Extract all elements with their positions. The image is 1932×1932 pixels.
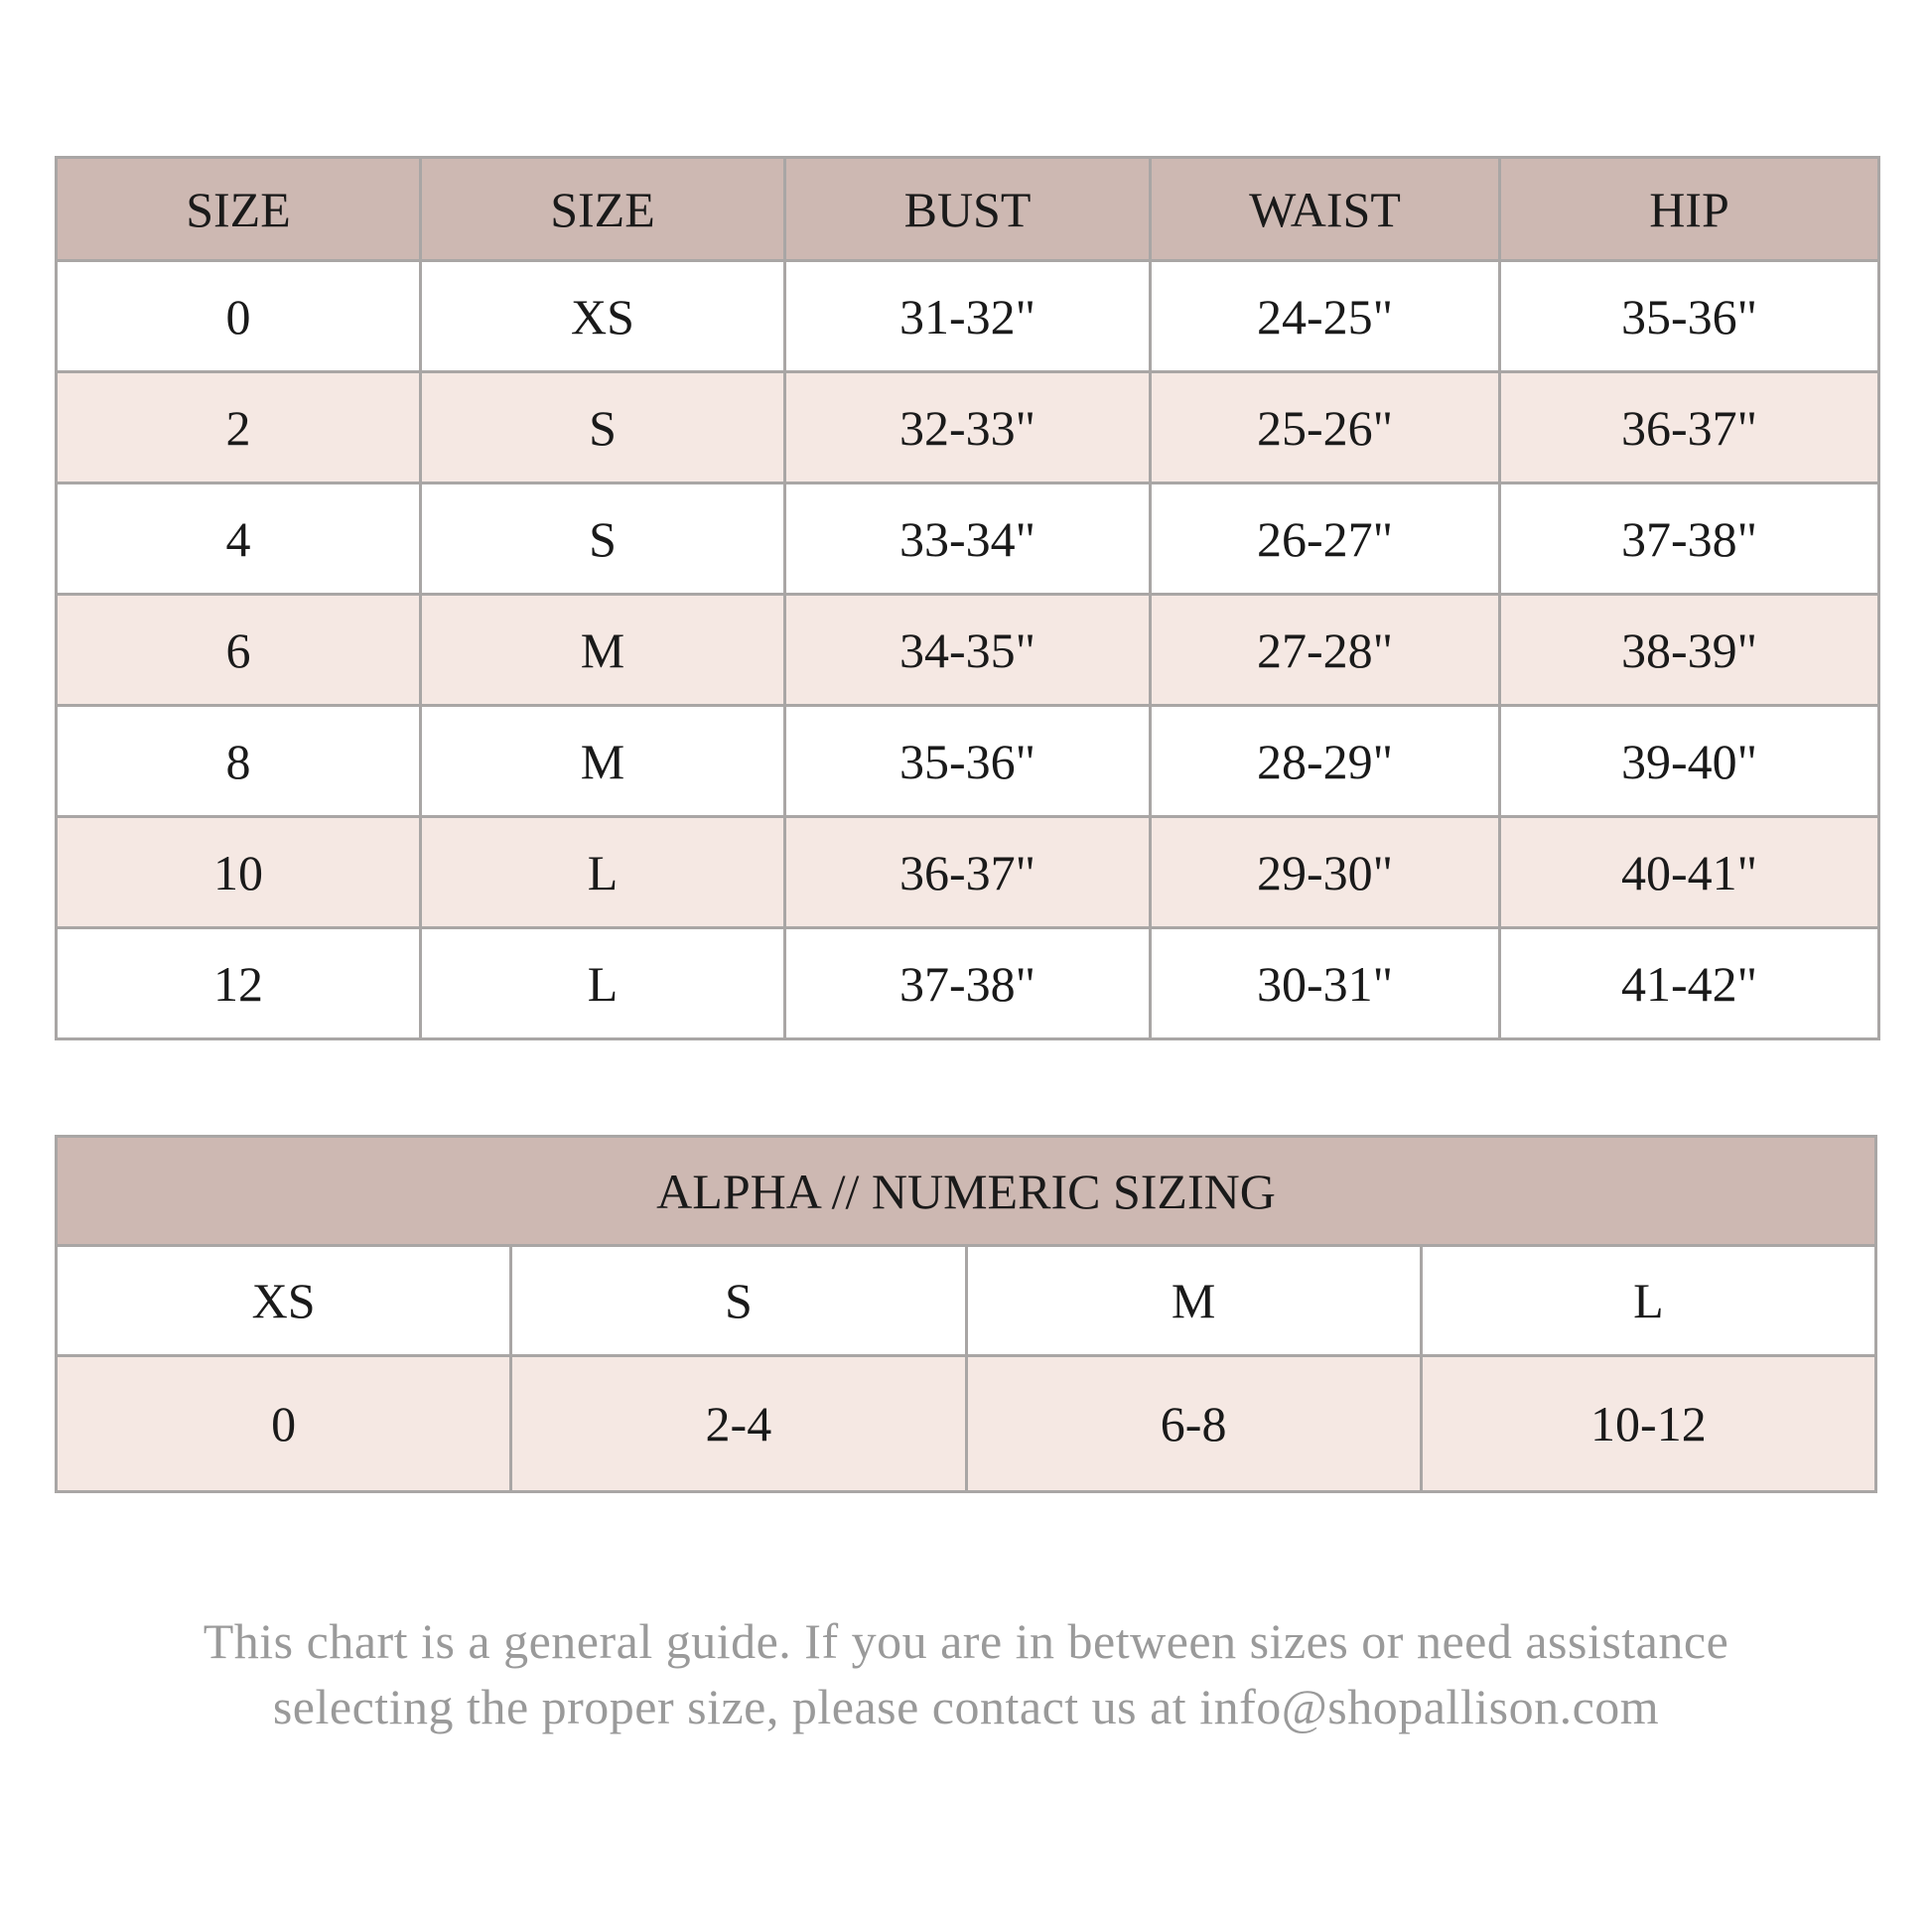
table-cell: 33-34" <box>783 482 1152 596</box>
table-row: 0 XS 31-32" 24-25" 35-36" <box>55 259 1880 373</box>
column-header: BUST <box>783 156 1152 262</box>
table-cell: M <box>419 593 786 707</box>
table-cell: L <box>419 815 786 929</box>
table-cell: 8 <box>55 704 422 818</box>
table-cell: 34-35" <box>783 593 1152 707</box>
table-header-row: SIZE SIZE BUST WAIST HIP <box>55 156 1880 262</box>
table-cell: 37-38" <box>783 926 1152 1040</box>
table-cell: 39-40" <box>1498 704 1880 818</box>
table-cell: 40-41" <box>1498 815 1880 929</box>
column-header: WAIST <box>1149 156 1501 262</box>
table-cell: S <box>419 482 786 596</box>
table-cell: M <box>419 704 786 818</box>
column-header: SIZE <box>419 156 786 262</box>
alpha-cell: M <box>964 1244 1423 1357</box>
alpha-numeric-title: ALPHA // NUMERIC SIZING <box>55 1135 1877 1247</box>
table-cell: 28-29" <box>1149 704 1501 818</box>
table-cell: 4 <box>55 482 422 596</box>
table-cell: S <box>419 370 786 484</box>
alpha-numeric-table: ALPHA // NUMERIC SIZING XS S M L 0 2-4 6-8 10-… <box>54 1135 1878 1493</box>
table-cell: 35-36" <box>1498 259 1880 373</box>
table-row: 12 L 37-38" 30-31" 41-42" <box>55 926 1880 1040</box>
table-cell: 37-38" <box>1498 482 1880 596</box>
table-row: 8 M 35-36" 28-29" 39-40" <box>55 704 1880 818</box>
alpha-row: XS S M L <box>54 1244 1878 1357</box>
table-cell: 31-32" <box>783 259 1152 373</box>
column-header: SIZE <box>55 156 422 262</box>
column-header: HIP <box>1498 156 1880 262</box>
table-cell: 25-26" <box>1149 370 1501 484</box>
table-cell: 27-28" <box>1149 593 1501 707</box>
table-cell: 12 <box>55 926 422 1040</box>
table-cell: XS <box>419 259 786 373</box>
table-cell: 24-25" <box>1149 259 1501 373</box>
numeric-cell: 6-8 <box>964 1354 1423 1493</box>
table-row: 10 L 36-37" 29-30" 40-41" <box>55 815 1880 929</box>
alpha-cell: L <box>1419 1244 1878 1357</box>
numeric-cell: 0 <box>54 1354 513 1493</box>
footer-line-1: This chart is a general guide. If you ar… <box>203 1613 1729 1669</box>
alpha-cell: S <box>509 1244 968 1357</box>
numeric-row: 0 2-4 6-8 10-12 <box>54 1354 1878 1493</box>
table-cell: L <box>419 926 786 1040</box>
table-cell: 29-30" <box>1149 815 1501 929</box>
table-row: 4 S 33-34" 26-27" 37-38" <box>55 482 1880 596</box>
table-cell: 32-33" <box>783 370 1152 484</box>
numeric-cell: 10-12 <box>1419 1354 1878 1493</box>
footer-line-2: selecting the proper size, please contac… <box>272 1679 1660 1734</box>
table-cell: 10 <box>55 815 422 929</box>
table-cell: 0 <box>55 259 422 373</box>
table-cell: 35-36" <box>783 704 1152 818</box>
table-cell: 38-39" <box>1498 593 1880 707</box>
table-cell: 36-37" <box>1498 370 1880 484</box>
table-cell: 2 <box>55 370 422 484</box>
table-cell: 6 <box>55 593 422 707</box>
alpha-cell: XS <box>54 1244 513 1357</box>
table-cell: 41-42" <box>1498 926 1880 1040</box>
table-row: 2 S 32-33" 25-26" 36-37" <box>55 370 1880 484</box>
size-chart-table: SIZE SIZE BUST WAIST HIP 0 XS 31-32" 24-25" 35-3… <box>55 156 1880 1040</box>
table-cell: 36-37" <box>783 815 1152 929</box>
table-cell: 26-27" <box>1149 482 1501 596</box>
footer-note: This chart is a general guide. If you ar… <box>0 1608 1932 1739</box>
table-row: 6 M 34-35" 27-28" 38-39" <box>55 593 1880 707</box>
table-cell: 30-31" <box>1149 926 1501 1040</box>
numeric-cell: 2-4 <box>509 1354 968 1493</box>
